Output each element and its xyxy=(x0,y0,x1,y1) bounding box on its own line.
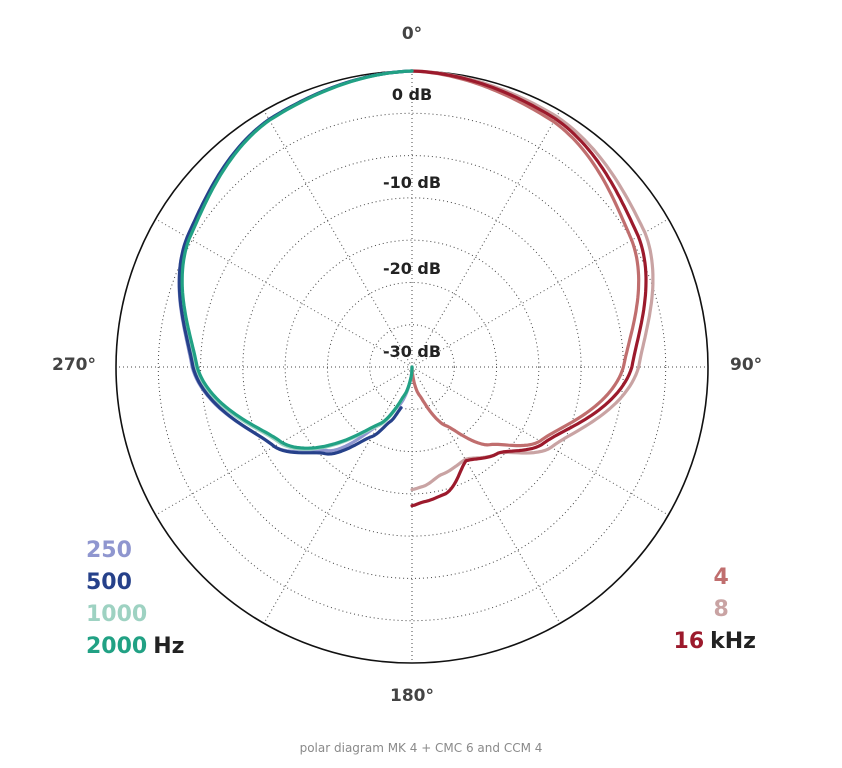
legend-entry-4: 4 xyxy=(713,565,729,590)
angle-label-270: 270° xyxy=(52,355,96,375)
angle-label-90: 90° xyxy=(730,355,762,375)
legend-unit-hz: Hz xyxy=(153,634,185,659)
polar-chart: 0° 90° 180° 270° 0 dB -10 dB -20 dB -30 … xyxy=(52,24,762,706)
grid-ring xyxy=(369,324,455,410)
grid-spoke xyxy=(155,218,413,368)
series-curve-16 xyxy=(410,69,648,508)
grid-spoke xyxy=(155,366,413,516)
legend-entry-8: 8 xyxy=(713,597,729,622)
radial-label-minus10db: -10 dB xyxy=(383,173,441,192)
polar-curves xyxy=(177,69,655,508)
radial-label-minus20db: -20 dB xyxy=(383,259,441,278)
legend-entry-500: 500 xyxy=(86,570,132,595)
radial-label-minus30db: -30 dB xyxy=(383,342,441,361)
grid-ring xyxy=(157,112,667,622)
legend-row-2000: 2000 Hz xyxy=(86,631,184,663)
grid-ring xyxy=(242,197,582,537)
legend-entry-16: 16 xyxy=(673,629,705,654)
legend-row-16: 16 kHz xyxy=(674,626,756,658)
legend-unit-khz: kHz xyxy=(710,629,756,654)
chart-caption: polar diagram MK 4 + CMC 6 and CCM 4 xyxy=(299,741,543,755)
legend-hz: 250 500 1000 2000 Hz xyxy=(86,535,184,663)
grid-spoke xyxy=(263,366,413,624)
angle-label-180: 180° xyxy=(390,686,434,706)
legend-entry-1000: 1000 xyxy=(86,602,148,627)
grid-ring xyxy=(284,239,540,495)
legend-entry-250: 250 xyxy=(86,538,132,563)
radial-label-0db: 0 dB xyxy=(392,85,432,104)
series-curve-4 xyxy=(410,69,641,448)
angle-label-0: 0° xyxy=(402,24,422,44)
legend-khz: 4 8 16 kHz xyxy=(674,562,756,658)
grid-spoke xyxy=(411,110,561,368)
grid-spoke xyxy=(411,218,669,368)
series-curve-2000 xyxy=(180,69,414,450)
legend-entry-2000: 2000 xyxy=(86,634,148,659)
series-curve-1000 xyxy=(179,69,414,451)
grid-spoke xyxy=(411,366,561,624)
series-curve-8 xyxy=(410,69,655,492)
grid-spoke xyxy=(263,110,413,368)
